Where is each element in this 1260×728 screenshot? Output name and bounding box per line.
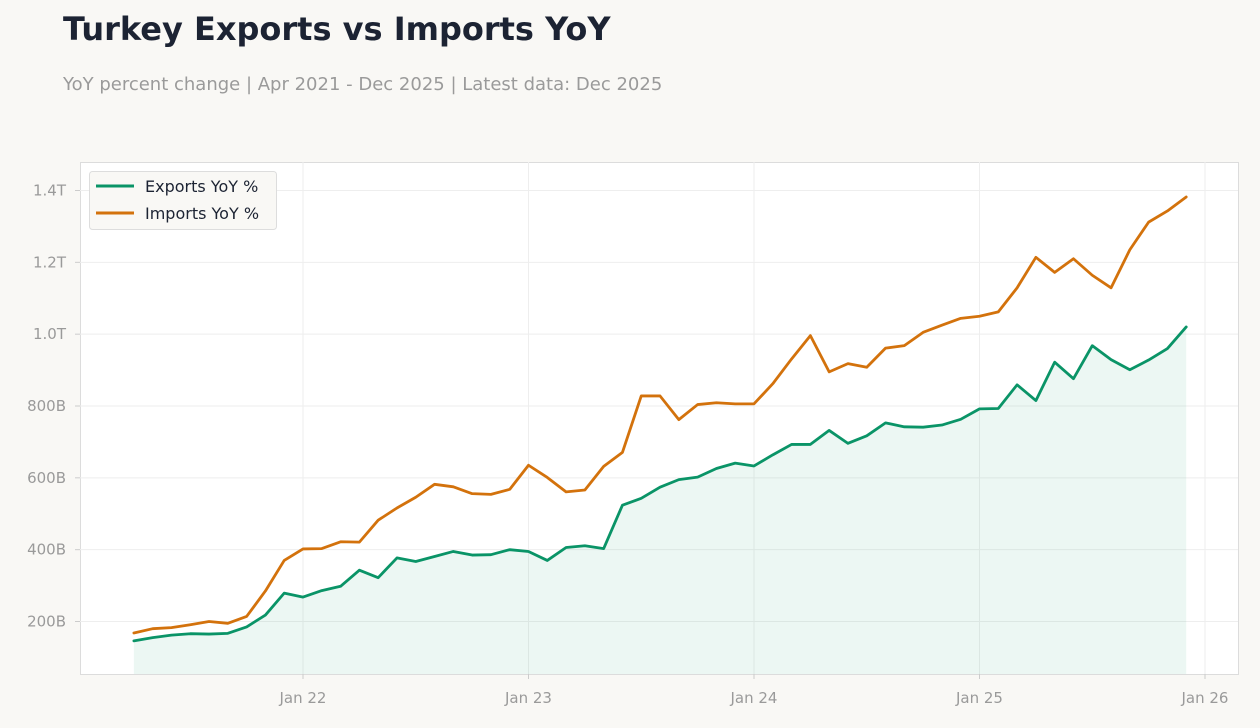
x-tick-label: Jan 26 [1181,689,1229,707]
x-tick-label: Jan 23 [504,689,552,707]
legend-label: Imports YoY % [145,204,259,223]
page-title: Turkey Exports vs Imports YoY [63,10,611,48]
page-subtitle: YoY percent change | Apr 2021 - Dec 2025… [63,74,663,95]
x-tick-label: Jan 24 [730,689,778,707]
y-axis: 200B 400B 600B 800B 1.0T 1.2T 1.4T [27,182,80,631]
y-tick-label: 800B [27,397,66,415]
y-tick-label: 1.4T [33,182,67,200]
series-line-0 [132,325,1188,643]
y-tick-label: 1.0T [33,325,67,343]
series-lines [132,195,1188,643]
plot-area [80,162,1239,675]
legend-box [89,171,277,230]
x-tick-label: Jan 22 [279,689,327,707]
series-fills [133,326,1187,674]
y-tick-label: 200B [27,613,66,631]
legend-label: Exports YoY % [145,177,258,196]
x-axis: Jan 22 Jan 23 Jan 24 Jan 25 Jan 26 [279,674,1229,707]
series-line-1 [132,195,1188,635]
legend[interactable]: Exports YoY % Imports YoY % [89,171,277,230]
y-tick-label: 1.2T [33,253,67,271]
grid [80,162,1238,674]
x-tick-label: Jan 25 [955,689,1003,707]
y-tick-label: 400B [27,541,66,559]
y-tick-label: 600B [27,469,66,487]
series-area-0 [133,326,1187,674]
